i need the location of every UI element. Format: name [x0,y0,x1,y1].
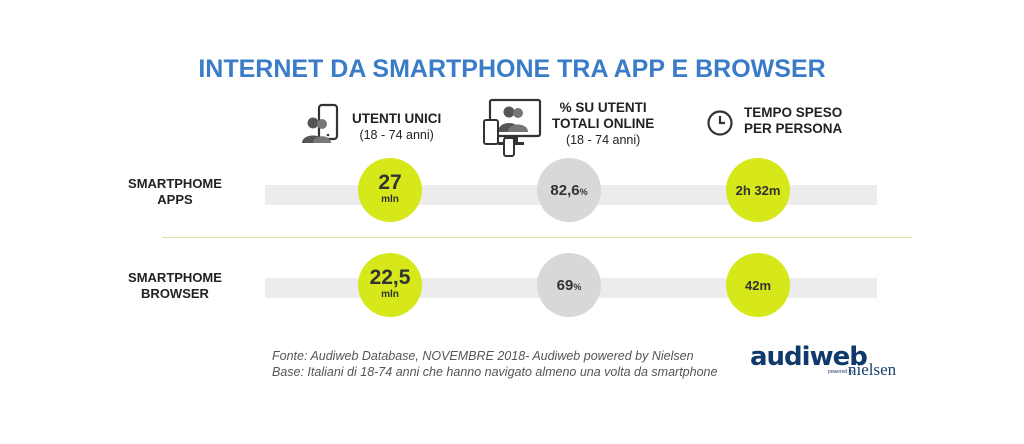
column-subtitle: (18 - 74 anni) [359,128,434,142]
value: 22,5 [369,266,411,289]
unit: mln [381,194,399,205]
row-label-line1: SMARTPHOME [128,270,222,285]
row-label-browser: SMARTPHOME BROWSER [90,270,260,302]
unique-users-apps-circle: 27 mln [358,158,422,222]
smartphone-users-icon [300,103,342,150]
value: 82,6 [550,181,580,199]
clock-icon [706,109,734,142]
column-title-line2: PER PERSONA [744,121,843,136]
column-subtitle: (18 - 74 anni) [565,133,641,147]
share-browser-circle: 69% [537,253,601,317]
unit: % [579,187,588,197]
time-apps-circle: 2h 32m [726,158,790,222]
row-label-apps: SMARTPHOME APPS [90,176,260,208]
source-note: Fonte: Audiweb Database, NOVEMBRE 2018- … [272,349,694,363]
row-label-line2: APPS [157,192,193,207]
row-label-line2: BROWSER [141,286,209,301]
nielsen-logo-text: nielsen [848,360,897,379]
column-header-time-spent: TEMPO SPESO PER PERSONA [706,105,842,142]
row-divider [162,237,912,238]
value: 2h 32m [735,182,781,198]
unit: mln [381,289,399,300]
unique-users-browser-circle: 22,5 mln [358,253,422,317]
footer-notes: Fonte: Audiweb Database, NOVEMBRE 2018- … [272,348,717,380]
value: 69 [556,276,574,294]
row-label-line1: SMARTPHOME [128,176,222,191]
audiweb-nielsen-logo: audiweb powered by nielsen [750,340,900,382]
column-title-line2: TOTALI ONLINE [552,116,655,131]
value: 42m [744,277,772,293]
share-apps-circle: 82,6% [537,158,601,222]
devices-users-icon [482,98,542,163]
audiweb-logo-text: audiweb [750,342,868,372]
powered-by-text: powered by [828,369,854,375]
column-title-line1: TEMPO SPESO [744,105,843,120]
value: 27 [378,171,402,194]
column-header-share-online: % SU UTENTI TOTALI ONLINE (18 - 74 anni) [482,98,654,163]
column-title: UTENTI UNICI [352,111,442,126]
column-title-line1: % SU UTENTI [559,100,647,115]
unit: % [573,282,582,292]
base-note: Base: Italiani di 18-74 anni che hanno n… [272,365,718,379]
page-title: INTERNET DA SMARTPHONE TRA APP E BROWSER [198,55,826,83]
time-browser-circle: 42m [726,253,790,317]
column-header-unique-users: UTENTI UNICI (18 - 74 anni) [300,103,441,150]
